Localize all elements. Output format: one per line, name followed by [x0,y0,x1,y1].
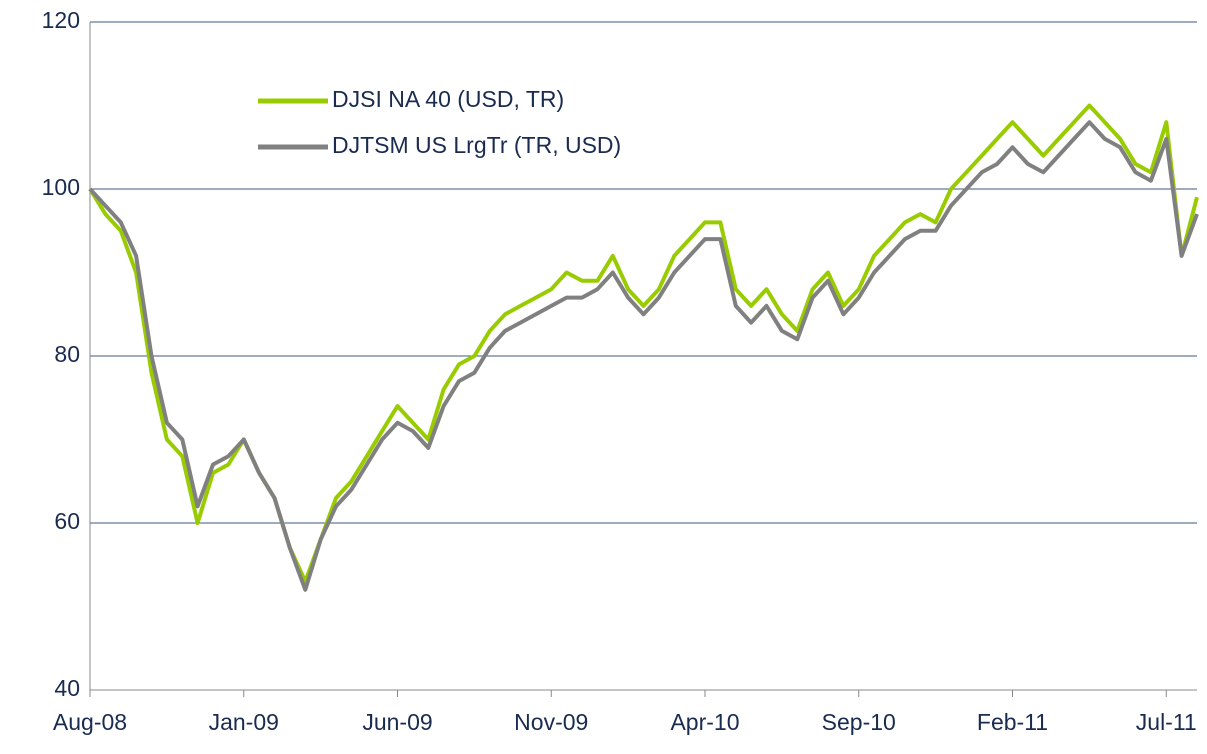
x-tick-label: Nov-09 [514,709,588,735]
x-tick-label: Aug-08 [53,709,127,735]
y-tick-label: 60 [54,508,80,534]
y-tick-label: 120 [42,7,80,33]
series-line [88,103,1199,584]
y-tick-label: 100 [42,174,80,200]
x-tick-label: Jun-09 [362,709,432,735]
x-tick-label: Jan-09 [209,709,279,735]
x-tick-label: Jul-11 [1136,709,1197,735]
x-tick-label: Sep-10 [822,709,896,735]
legend-label: DJSI NA 40 (USD, TR) [332,86,564,112]
y-tick-label: 40 [54,675,80,701]
legend-label: DJTSM US LrgTr (TR, USD) [332,132,621,158]
x-tick-label: Feb-11 [977,709,1048,735]
x-tick-label: Apr-10 [670,709,739,735]
y-tick-label: 80 [54,341,80,367]
series-line [88,120,1199,592]
